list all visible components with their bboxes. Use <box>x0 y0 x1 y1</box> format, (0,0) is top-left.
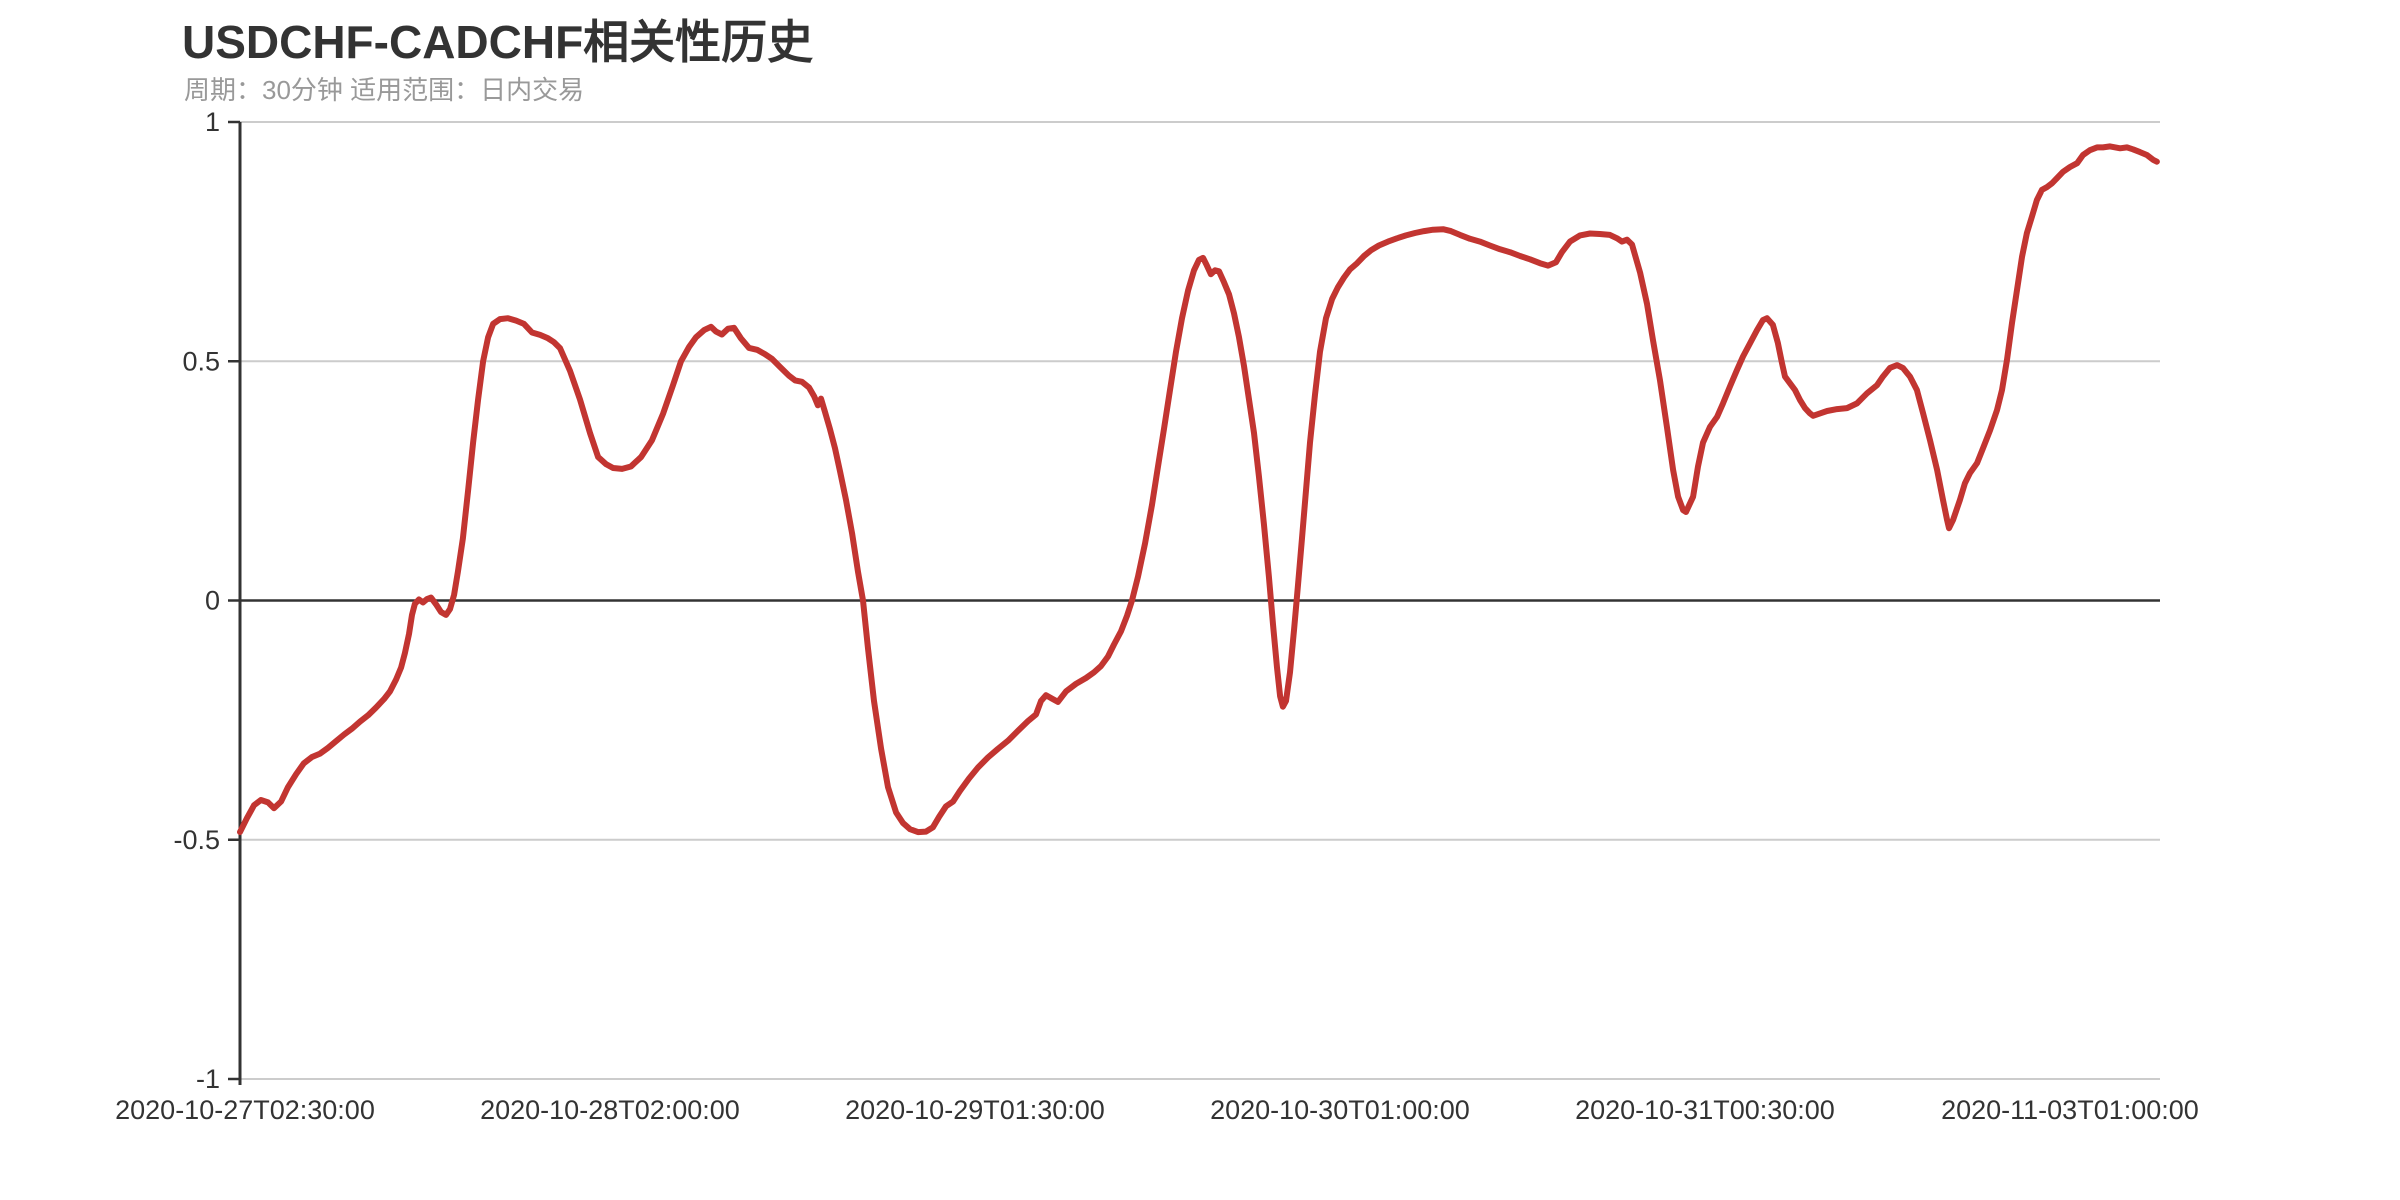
correlation-line <box>237 143 2160 836</box>
x-axis-label: 2020-10-27T02:30:00 <box>115 1095 375 1125</box>
x-axis-label: 2020-10-31T00:30:00 <box>1575 1095 1835 1125</box>
chart-subtitle: 周期：30分钟 适用范围：日内交易 <box>184 75 585 105</box>
gridlines-layer <box>240 121 2160 1080</box>
x-axis-label: 2020-11-03T01:00:00 <box>1941 1095 2199 1125</box>
series-layer <box>237 143 2160 836</box>
x-axis-label: 2020-10-28T02:00:00 <box>480 1095 740 1125</box>
x-axis-label: 2020-10-30T01:00:00 <box>1210 1095 1470 1125</box>
y-axis-label: -0.5 <box>173 825 220 855</box>
y-axis-label: 1 <box>205 107 220 137</box>
y-axis-label: 0.5 <box>182 346 220 376</box>
chart-title: USDCHF-CADCHF相关性历史 <box>182 16 814 68</box>
axes-layer <box>228 120 242 1085</box>
y-axis-label: 0 <box>205 586 220 616</box>
x-axis-label: 2020-10-29T01:30:00 <box>845 1095 1105 1125</box>
y-axis-label: -1 <box>196 1064 220 1094</box>
